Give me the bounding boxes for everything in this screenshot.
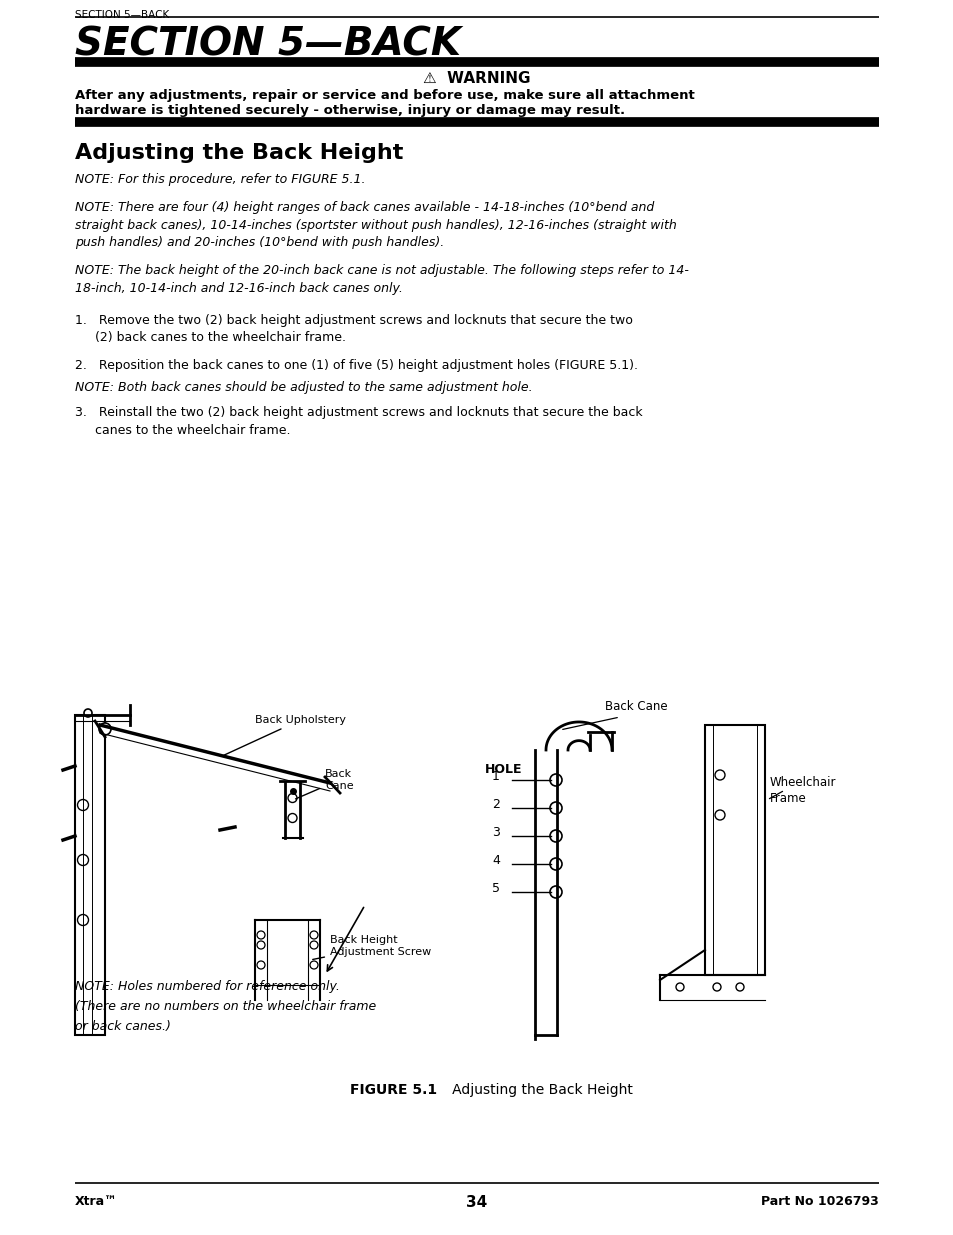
Text: 1: 1 — [492, 769, 499, 783]
Text: NOTE: The back height of the 20-inch back cane is not adjustable. The following : NOTE: The back height of the 20-inch bac… — [75, 264, 688, 277]
Text: Back
Cane: Back Cane — [295, 769, 354, 799]
Circle shape — [676, 983, 683, 990]
Text: 4: 4 — [492, 853, 499, 867]
Text: 3: 3 — [492, 825, 499, 839]
Circle shape — [712, 983, 720, 990]
Text: Back Upholstery: Back Upholstery — [222, 715, 346, 756]
Text: Wheelchair
Frame: Wheelchair Frame — [769, 776, 836, 804]
Bar — [75, 715, 105, 1035]
Text: SECTION 5—BACK: SECTION 5—BACK — [75, 10, 169, 20]
Circle shape — [288, 814, 296, 823]
Text: Part No 1026793: Part No 1026793 — [760, 1195, 878, 1208]
Circle shape — [288, 794, 296, 803]
Circle shape — [256, 941, 265, 948]
Text: (There are no numbers on the wheelchair frame: (There are no numbers on the wheelchair … — [75, 1000, 375, 1013]
Text: HOLE: HOLE — [484, 763, 522, 776]
Text: Back Height
Adjustment Screw: Back Height Adjustment Screw — [313, 935, 431, 960]
Text: 2.   Reposition the back canes to one (1) of five (5) height adjustment holes (F: 2. Reposition the back canes to one (1) … — [75, 359, 638, 372]
Circle shape — [77, 799, 89, 810]
Text: Adjusting the Back Height: Adjusting the Back Height — [438, 1083, 632, 1097]
Text: 2: 2 — [492, 798, 499, 810]
Text: (2) back canes to the wheelchair frame.: (2) back canes to the wheelchair frame. — [75, 331, 346, 345]
Text: NOTE: For this procedure, refer to FIGURE 5.1.: NOTE: For this procedure, refer to FIGUR… — [75, 173, 365, 186]
Circle shape — [99, 722, 111, 735]
Text: SECTION 5—BACK: SECTION 5—BACK — [75, 25, 460, 63]
Text: Xtra™: Xtra™ — [75, 1195, 117, 1208]
Text: hardware is tightened securely - otherwise, injury or damage may result.: hardware is tightened securely - otherwi… — [75, 104, 624, 117]
Circle shape — [550, 774, 561, 785]
Circle shape — [84, 709, 91, 718]
Text: ⚠  WARNING: ⚠ WARNING — [423, 70, 530, 86]
Text: NOTE: Holes numbered for reference only.: NOTE: Holes numbered for reference only. — [75, 981, 339, 993]
Circle shape — [735, 983, 743, 990]
Circle shape — [550, 885, 561, 898]
Circle shape — [310, 941, 317, 948]
Bar — [704, 725, 764, 974]
Circle shape — [550, 830, 561, 842]
Circle shape — [77, 855, 89, 866]
Text: canes to the wheelchair frame.: canes to the wheelchair frame. — [75, 424, 291, 436]
Text: 18-inch, 10-14-inch and 12-16-inch back canes only.: 18-inch, 10-14-inch and 12-16-inch back … — [75, 282, 402, 294]
Circle shape — [550, 858, 561, 869]
Text: or back canes.): or back canes.) — [75, 1020, 171, 1032]
Circle shape — [550, 802, 561, 814]
Circle shape — [256, 961, 265, 969]
Circle shape — [714, 769, 724, 781]
Text: Back Cane: Back Cane — [604, 700, 667, 713]
Text: NOTE: There are four (4) height ranges of back canes available - 14-18-inches (1: NOTE: There are four (4) height ranges o… — [75, 201, 654, 214]
Text: 3.   Reinstall the two (2) back height adjustment screws and locknuts that secur: 3. Reinstall the two (2) back height adj… — [75, 406, 642, 419]
Text: NOTE: Both back canes should be adjusted to the same adjustment hole.: NOTE: Both back canes should be adjusted… — [75, 382, 532, 394]
Circle shape — [714, 810, 724, 820]
Text: 1.   Remove the two (2) back height adjustment screws and locknuts that secure t: 1. Remove the two (2) back height adjust… — [75, 314, 632, 326]
Text: 5: 5 — [492, 882, 499, 894]
Circle shape — [77, 914, 89, 925]
Text: push handles) and 20-inches (10°bend with push handles).: push handles) and 20-inches (10°bend wit… — [75, 236, 444, 249]
Text: After any adjustments, repair or service and before use, make sure all attachmen: After any adjustments, repair or service… — [75, 89, 694, 103]
Text: straight back canes), 10-14-inches (sportster without push handles), 12-16-inche: straight back canes), 10-14-inches (spor… — [75, 219, 676, 231]
Circle shape — [256, 931, 265, 939]
Text: FIGURE 5.1: FIGURE 5.1 — [350, 1083, 436, 1097]
Circle shape — [310, 931, 317, 939]
Text: Adjusting the Back Height: Adjusting the Back Height — [75, 143, 403, 163]
Text: 34: 34 — [466, 1195, 487, 1210]
Circle shape — [310, 961, 317, 969]
